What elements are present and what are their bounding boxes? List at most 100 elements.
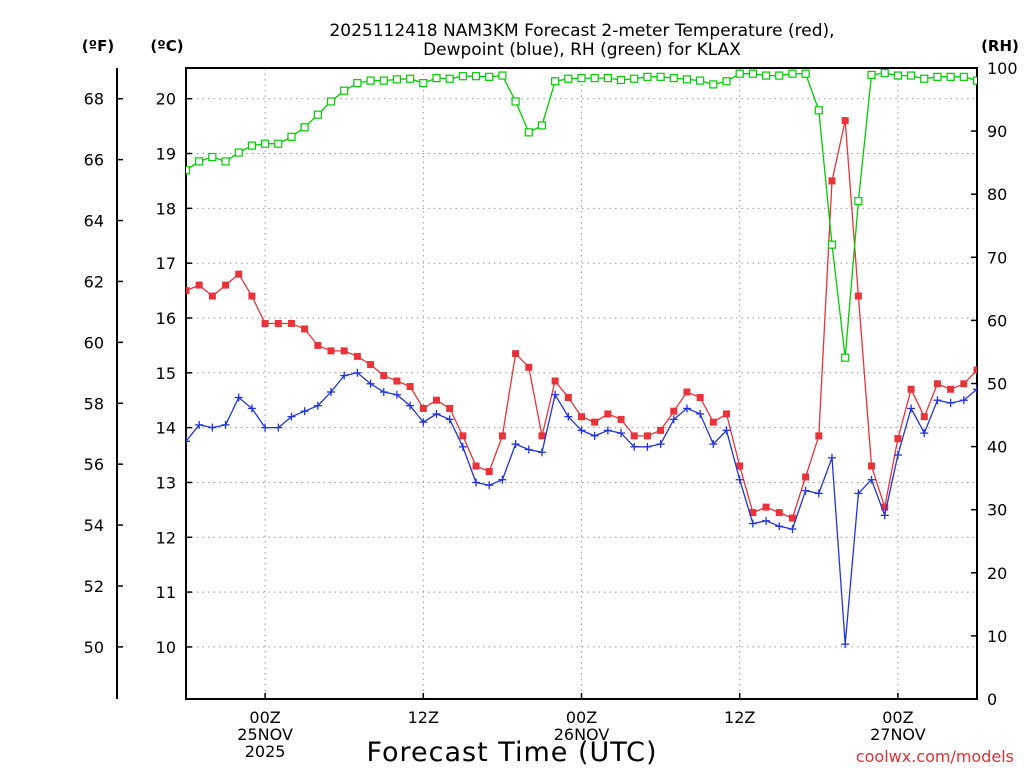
rh-point [221, 157, 230, 166]
rh-point [186, 166, 191, 175]
temperature-point [881, 503, 889, 511]
dewpoint-point [472, 478, 481, 487]
dewpoint-point [841, 640, 850, 649]
dewpoint-point [827, 453, 836, 462]
rh-point [195, 157, 204, 166]
dewpoint-point [643, 442, 652, 451]
grid-lines [186, 68, 977, 699]
temperature-line [186, 120, 977, 519]
x-tick-label: 00Z [566, 708, 597, 727]
rh-point [906, 71, 916, 80]
rh-tick-label: 50 [987, 375, 1007, 394]
rh-tick-label: 10 [987, 627, 1007, 646]
temperature-point [657, 426, 665, 434]
temperature-point [301, 325, 309, 333]
x-tick-label: 2025 [245, 742, 286, 761]
rh-point [761, 71, 771, 80]
rh-point [801, 69, 810, 78]
fahrenheit-tick-label: 50 [84, 638, 104, 657]
fahrenheit-tick-label: 52 [84, 577, 104, 596]
temperature-point [195, 281, 203, 289]
dewpoint-point [590, 431, 599, 440]
dewpoint-point [208, 423, 217, 432]
dewpoint-point [880, 511, 889, 520]
rh-point [854, 197, 863, 206]
rh-point [379, 76, 388, 85]
rh-point [524, 128, 533, 137]
dewpoint-point [867, 475, 876, 484]
dewpoint-point [907, 404, 916, 413]
dewpoint-point [221, 420, 230, 429]
rh-point [669, 73, 678, 83]
axis-ticks: 10 11 12 13 14 15 16 17 18 19 20 50 52 54 56 58 60 62 64 66… [84, 59, 1018, 761]
temperature-point [630, 432, 638, 440]
rh-point [445, 74, 454, 83]
rh-tick-label: 20 [987, 564, 1007, 583]
rh-point [603, 73, 612, 83]
dewpoint-point [261, 423, 270, 432]
chart-title-line-1: 2025112418 NAM3KM Forecast 2-meter Tempe… [329, 21, 834, 41]
rh-tick-label: 30 [987, 501, 1007, 520]
x-tick-label: 12Z [408, 708, 439, 727]
temperature-point [274, 319, 282, 327]
celsius-tick-label: 16 [156, 309, 176, 328]
rh-point [946, 72, 955, 81]
temperature-point [235, 270, 243, 278]
dewpoint-point [617, 429, 626, 438]
rh-point [485, 72, 494, 81]
temperature-point [367, 361, 375, 369]
temperature-point [828, 177, 836, 185]
celsius-tick-label: 10 [156, 638, 176, 657]
rh-point [234, 148, 243, 157]
fahrenheit-tick-label: 66 [84, 151, 104, 170]
dewpoint-point [920, 429, 929, 438]
temperature-point [762, 503, 770, 511]
dewpoint-point [656, 440, 665, 449]
dewpoint-point [748, 519, 757, 528]
temperature-point [551, 377, 559, 385]
dewpoint-point [524, 445, 533, 454]
dewpoint-point [801, 486, 810, 495]
temperature-point [907, 385, 915, 393]
dewpoint-point [722, 426, 731, 435]
temperature-point [854, 292, 862, 300]
temperature-point [775, 509, 783, 517]
temperature-point [723, 410, 731, 418]
rh-point [959, 72, 968, 81]
temperature-point [617, 415, 625, 423]
temperature-point [432, 396, 440, 404]
rh-point [471, 72, 481, 81]
rh-point [656, 72, 665, 81]
rh-point [326, 97, 336, 106]
temperature-point [564, 393, 572, 401]
x-tick-label: 12Z [724, 708, 755, 727]
temperature-point [459, 432, 467, 440]
temperature-point [933, 380, 941, 388]
dewpoint-point [274, 423, 283, 432]
temperature-point [525, 363, 533, 371]
temperature-point [643, 432, 651, 440]
fahrenheit-unit-label: (ºF) [82, 37, 114, 55]
rh-point [775, 71, 784, 80]
dewpoint-point [313, 401, 322, 410]
temperature-point [696, 393, 704, 401]
dewpoint-point [287, 412, 296, 421]
rh-point [788, 69, 797, 78]
dewpoint-point [379, 387, 388, 396]
x-axis-title: Forecast Time (UTC) [366, 737, 657, 768]
rh-tick-label: 80 [987, 185, 1007, 204]
dewpoint-point [814, 489, 823, 498]
temperature-point [960, 380, 968, 388]
dewpoint-point [247, 404, 256, 413]
celsius-tick-label: 12 [156, 528, 176, 547]
temperature-point [683, 388, 691, 396]
temperature-point [419, 404, 427, 412]
temperature-point [498, 432, 506, 440]
dewpoint-point [735, 475, 744, 484]
temperature-point [973, 366, 977, 374]
dewpoint-point [511, 440, 520, 449]
dewpoint-point [327, 387, 336, 396]
temperature-point [446, 404, 454, 412]
dewpoint-point [537, 448, 546, 457]
